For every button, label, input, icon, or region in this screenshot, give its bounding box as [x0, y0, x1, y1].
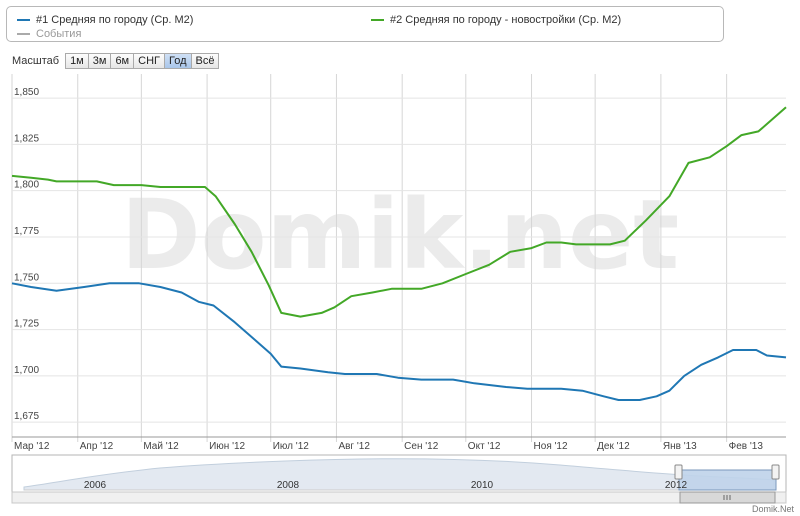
legend-item-events[interactable]: События [17, 28, 81, 40]
y-tick-label: 1,825 [14, 133, 39, 144]
navigator-tick-2010: 2010 [471, 480, 494, 491]
x-tick-label: Сен '12 [404, 441, 439, 452]
legend-item-series-2[interactable]: #2 Средняя по городу - новостройки (Ср. … [371, 14, 621, 26]
navigator-tick-2006: 2006 [84, 480, 107, 491]
x-tick-label: Авг '12 [338, 441, 370, 452]
legend-swatch-events [17, 33, 30, 35]
navigator-tick-2012: 2012 [665, 480, 688, 491]
legend-item-series-1[interactable]: #1 Средняя по городу (Ср. М2) [17, 14, 193, 26]
x-tick-label: Мар '12 [14, 441, 50, 452]
legend-label-events: События [36, 28, 82, 40]
navigator-selection[interactable] [678, 469, 777, 491]
x-tick-label: Янв '13 [663, 441, 697, 452]
zoom-button-all[interactable]: Всё [190, 53, 220, 69]
x-tick-label: Май '12 [143, 441, 179, 452]
navigator-scrollbar-track[interactable] [11, 491, 787, 504]
x-tick-label: Ноя '12 [534, 441, 568, 452]
x-tick-label: Окт '12 [468, 441, 501, 452]
navigator-left-handle[interactable] [674, 464, 683, 480]
y-tick-label: 1,700 [14, 365, 39, 376]
x-tick-label: Дек '12 [597, 441, 630, 452]
zoom-button-1m[interactable]: 1м [65, 53, 89, 69]
y-tick-label: 1,775 [14, 226, 39, 237]
zoom-button-6m[interactable]: 6м [110, 53, 135, 69]
navigator-tick-2008: 2008 [277, 480, 300, 491]
y-tick-label: 1,675 [14, 411, 39, 422]
series-line-1 [11, 282, 787, 401]
navigator[interactable]: 2006 2008 2010 2012 [11, 454, 787, 504]
navigator-right-handle[interactable] [771, 464, 780, 480]
legend-swatch-series-2 [371, 19, 384, 21]
x-tick-label: Апр '12 [80, 441, 114, 452]
watermark: Domik.net [121, 179, 679, 291]
x-tick-label: Июл '12 [273, 441, 310, 452]
legend-label-series-1: #1 Средняя по городу (Ср. М2) [36, 14, 194, 26]
legend-swatch-series-1 [17, 19, 30, 21]
zoom-button-ytd[interactable]: СНГ [133, 53, 165, 69]
legend-label-series-2: #2 Средняя по городу - новостройки (Ср. … [390, 14, 622, 26]
scrollbar-grip-icon [723, 495, 731, 500]
x-tick-label: Июн '12 [209, 441, 245, 452]
x-tick-label: Фев '13 [729, 441, 764, 452]
zoom-button-3m[interactable]: 3м [87, 53, 112, 69]
y-tick-label: 1,725 [14, 319, 39, 330]
series-line-2 [11, 106, 787, 318]
zoom-label: Масштаб [12, 55, 60, 67]
y-tick-label: 1,850 [14, 87, 39, 98]
chart-legend: #1 Средняя по городу (Ср. М2) #2 Средняя… [6, 6, 724, 42]
y-tick-label: 1,750 [14, 272, 39, 283]
zoom-button-1y[interactable]: Год [163, 53, 192, 69]
credit-label: Domik.Net [751, 504, 794, 514]
y-tick-label: 1,800 [14, 180, 39, 191]
zoom-bar: Масштаб 1м 3м 6м СНГ Год Всё [12, 53, 220, 69]
